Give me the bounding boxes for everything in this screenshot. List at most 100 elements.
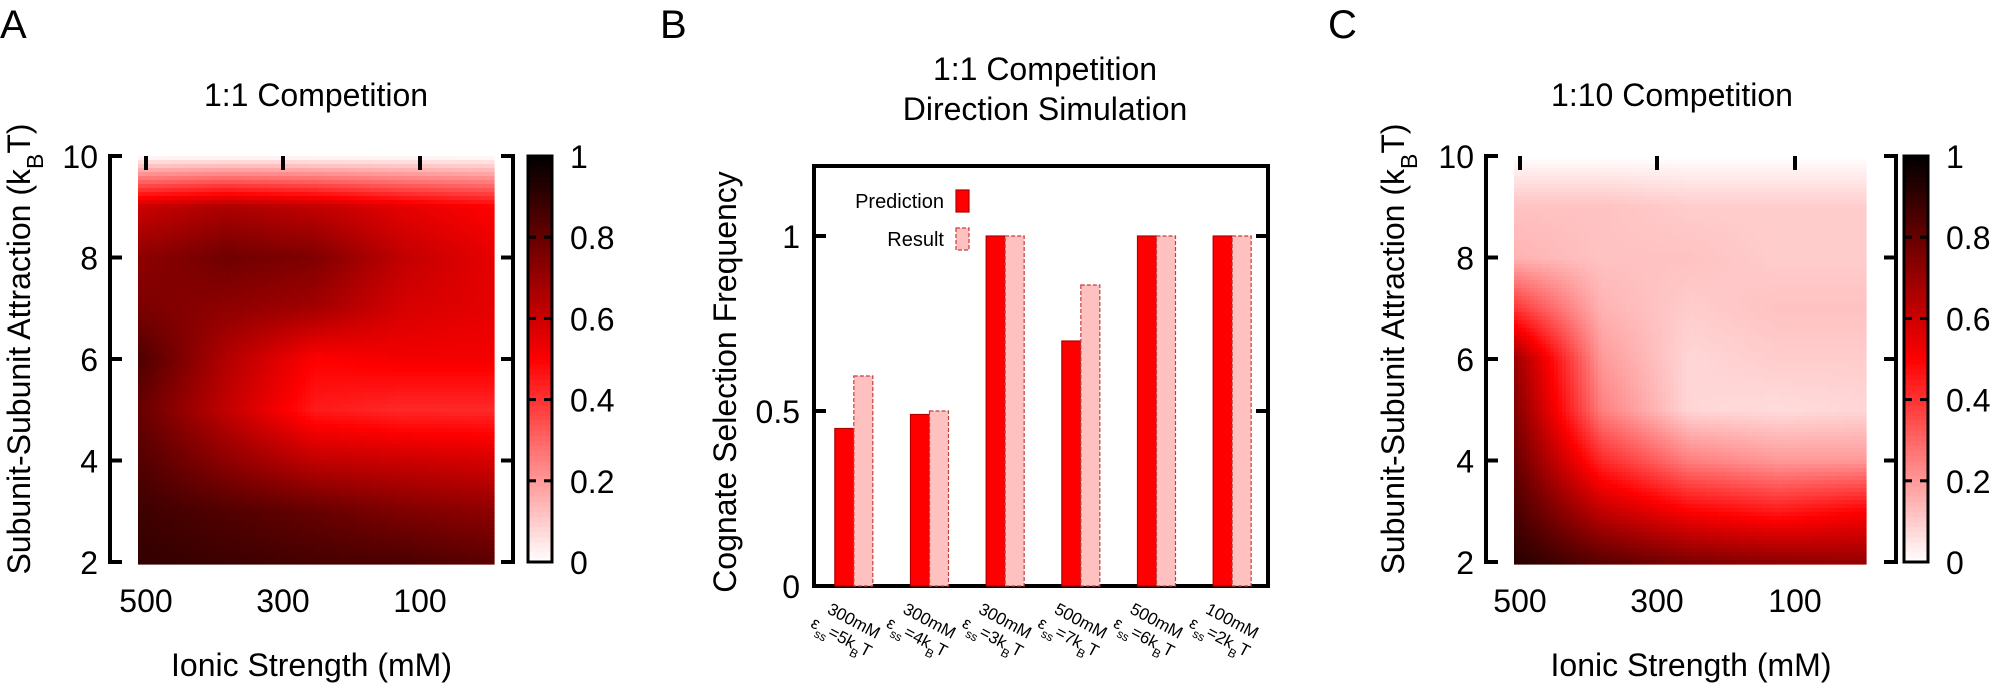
heatmap-cell xyxy=(206,372,211,377)
heatmap-cell xyxy=(182,164,187,169)
heatmap-cell xyxy=(270,312,275,317)
heatmap-cell xyxy=(162,240,167,245)
heatmap-cell xyxy=(322,352,327,357)
heatmap-cell xyxy=(426,180,431,185)
heatmap-cell xyxy=(470,268,475,273)
heatmap-cell xyxy=(398,268,403,273)
heatmap-cell xyxy=(298,308,303,313)
heatmap-cell xyxy=(238,308,243,313)
heatmap-cell xyxy=(166,248,171,253)
heatmap-cell xyxy=(410,332,415,337)
heatmap-cell xyxy=(230,268,235,273)
heatmap-cell xyxy=(334,284,339,289)
heatmap-cell xyxy=(362,284,367,289)
heatmap-cell xyxy=(402,296,407,301)
heatmap-cell xyxy=(254,224,259,229)
heatmap-cell xyxy=(310,228,315,233)
heatmap-cell xyxy=(426,308,431,313)
heatmap-cell xyxy=(250,268,255,273)
heatmap-cell xyxy=(418,260,423,265)
heatmap-cell xyxy=(422,276,427,281)
heatmap-cell xyxy=(462,292,467,297)
heatmap-cell xyxy=(394,256,399,261)
heatmap-cell xyxy=(462,164,467,169)
heatmap-cell xyxy=(362,280,367,285)
heatmap-cell xyxy=(138,304,143,309)
heatmap-cell xyxy=(298,340,303,345)
heatmap-cell xyxy=(226,196,231,201)
heatmap-cell xyxy=(222,224,227,229)
heatmap-cell xyxy=(318,300,323,305)
heatmap-cell xyxy=(138,296,143,301)
heatmap-cell xyxy=(334,340,339,345)
heatmap-cell xyxy=(470,280,475,285)
heatmap-cell xyxy=(190,348,195,353)
heatmap-cell xyxy=(486,264,491,269)
heatmap-cell xyxy=(222,308,227,313)
heatmap-cell xyxy=(390,296,395,301)
heatmap-cell xyxy=(402,248,407,253)
heatmap-cell xyxy=(330,372,335,377)
heatmap-cell xyxy=(358,344,363,349)
heatmap-cell xyxy=(366,320,371,325)
heatmap-cell xyxy=(210,204,215,209)
heatmap-cell xyxy=(442,348,447,353)
heatmap-cell xyxy=(166,176,171,181)
heatmap-cell xyxy=(174,316,179,321)
heatmap-cell xyxy=(462,220,467,225)
heatmap-cell xyxy=(382,196,387,201)
heatmap-cell xyxy=(422,268,427,273)
heatmap-cell xyxy=(154,216,159,221)
heatmap-cell xyxy=(294,232,299,237)
heatmap-cell xyxy=(234,192,239,197)
heatmap-cell xyxy=(486,252,491,257)
heatmap-cell xyxy=(362,372,367,377)
heatmap-cell xyxy=(382,204,387,209)
heatmap-cell xyxy=(342,236,347,241)
heatmap-cell xyxy=(454,308,459,313)
heatmap-cell xyxy=(386,324,391,329)
heatmap-cell xyxy=(446,292,451,297)
heatmap-cell xyxy=(258,344,263,349)
heatmap-cell xyxy=(150,204,155,209)
heatmap-cell xyxy=(206,216,211,221)
heatmap-cell xyxy=(358,232,363,237)
heatmap-cell xyxy=(358,352,363,357)
heatmap-cell xyxy=(462,232,467,237)
heatmap-cell xyxy=(314,184,319,189)
heatmap-cell xyxy=(482,244,487,249)
heatmap-cell xyxy=(230,240,235,245)
heatmap-cell xyxy=(214,240,219,245)
heatmap-cell xyxy=(478,376,483,381)
heatmap-cell xyxy=(354,264,359,269)
heatmap-cell xyxy=(282,340,287,345)
heatmap-cell xyxy=(194,248,199,253)
heatmap-cell xyxy=(322,300,327,305)
heatmap-cell xyxy=(198,188,203,193)
heatmap-cell xyxy=(154,272,159,277)
heatmap-cell xyxy=(298,240,303,245)
heatmap-cell xyxy=(190,184,195,189)
heatmap-cell xyxy=(138,216,143,221)
heatmap-cell xyxy=(474,180,479,185)
heatmap-cell xyxy=(150,352,155,357)
heatmap-cell xyxy=(410,228,415,233)
heatmap-cell xyxy=(410,340,415,345)
heatmap-cell xyxy=(478,192,483,197)
heatmap-cell xyxy=(366,292,371,297)
heatmap-cell xyxy=(274,208,279,213)
heatmap-cell xyxy=(266,268,271,273)
heatmap-cell xyxy=(302,200,307,205)
heatmap-cell xyxy=(314,236,319,241)
heatmap-cell xyxy=(298,324,303,329)
heatmap-cell xyxy=(466,196,471,201)
heatmap-cell xyxy=(350,204,355,209)
heatmap-cell xyxy=(382,176,387,181)
heatmap-cell xyxy=(178,176,183,181)
heatmap-cell xyxy=(490,372,495,377)
heatmap-cell xyxy=(438,168,443,173)
heatmap-cell xyxy=(242,212,247,217)
heatmap-cell xyxy=(470,352,475,357)
heatmap-cell xyxy=(474,328,479,333)
heatmap-cell xyxy=(274,220,279,225)
